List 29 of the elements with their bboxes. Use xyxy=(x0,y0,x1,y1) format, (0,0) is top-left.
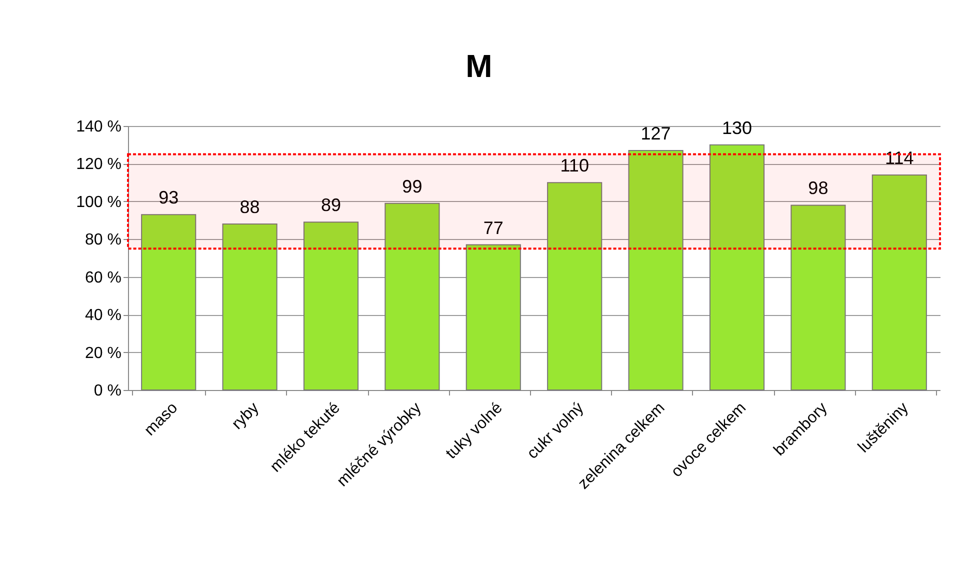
bar xyxy=(303,222,359,390)
bar xyxy=(384,202,440,390)
bar xyxy=(141,214,196,390)
data-label: 89 xyxy=(320,195,342,216)
y-tick-label: 40 % xyxy=(85,307,122,324)
bar xyxy=(790,204,846,390)
bar xyxy=(547,182,602,390)
data-label: 130 xyxy=(722,118,752,138)
y-tick-label: 60 % xyxy=(85,269,122,286)
data-label: 77 xyxy=(483,218,504,238)
y-tick-label: 80 % xyxy=(85,232,122,249)
data-label: 88 xyxy=(240,197,260,218)
y-tick-label: 140 % xyxy=(76,118,122,136)
y-tick-label: 100 % xyxy=(76,194,122,211)
bar xyxy=(628,150,684,390)
data-label: 93 xyxy=(158,188,179,208)
y-tick-label: 0 % xyxy=(94,382,122,400)
y-tick-label: 120 % xyxy=(76,156,122,174)
data-label: 110 xyxy=(560,156,589,176)
data-label: 127 xyxy=(640,124,671,144)
data-label: 99 xyxy=(402,176,422,196)
data-label: 98 xyxy=(808,178,828,198)
bar xyxy=(466,244,521,390)
y-tick-label: 20 % xyxy=(85,344,122,362)
chart-title: M xyxy=(466,48,492,84)
bar xyxy=(222,224,278,390)
bar xyxy=(709,144,765,390)
bar xyxy=(872,174,927,390)
x-tick-label: ryby xyxy=(228,400,262,433)
